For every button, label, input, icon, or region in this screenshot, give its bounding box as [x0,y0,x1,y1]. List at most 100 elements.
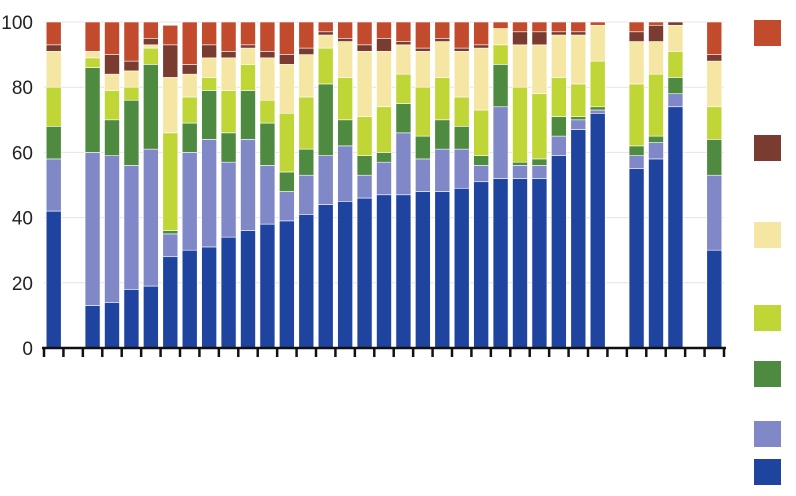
bar-segment [492,106,509,179]
bar-segment [415,135,431,160]
bar-segment [628,155,645,170]
y-tick-label: 100 [1,13,33,34]
bar-segment [453,51,470,98]
bar-segment [453,187,470,349]
bar-segment [104,54,120,75]
bar-segment [589,106,606,111]
bar-segment [706,54,723,62]
bar-segment [512,86,528,163]
bar-segment [259,57,276,101]
bar-segment [512,165,528,179]
bar-segment [531,21,548,33]
bar-segment [181,64,198,75]
bar-segment [220,236,237,349]
legend-swatch [754,222,781,248]
bar-segment [259,122,276,166]
bar-segment [45,51,62,88]
bar-segment [298,148,315,176]
y-tick-label: 0 [22,339,33,360]
stacked-bar [473,21,489,349]
stacked-bar [104,21,120,349]
bar-segment [143,148,159,287]
bar-segment [453,148,470,189]
bar-segment [317,31,334,36]
bar-segment [356,155,373,176]
bar-segment [415,86,431,137]
bar-segment [123,60,140,72]
bar-segment [531,158,548,166]
stacked-bar [589,21,606,349]
bar-segment [201,44,217,59]
bar-segment [415,21,431,49]
stacked-bar [220,21,237,349]
y-tick-label: 80 [12,78,33,99]
bar-segment [298,47,315,55]
bar-segment [45,126,62,160]
bar-segment [143,285,159,349]
bar-segment [220,90,237,134]
bar-segment [395,44,412,75]
y-tick-label: 40 [12,209,33,230]
stacked-bar [317,21,334,349]
bar-segment [123,21,140,62]
bar-segment [337,21,353,39]
bar-segment [317,204,334,349]
stacked-bar [240,21,256,349]
bar-segment [356,21,373,46]
bar-segment [356,116,373,156]
bar-segment [201,57,217,78]
bar-segment [648,21,664,26]
bar-segment [240,90,256,140]
y-axis-tick-labels: 0 20 40 60 80 100 [1,13,33,360]
bar-segment [201,139,217,248]
bar-segment [395,21,412,42]
legend-swatch [754,135,781,161]
bar-segment [298,54,315,98]
bar-segment [648,158,664,349]
bar-segment [337,201,353,349]
bar-segment [376,106,392,153]
bar-segment [45,44,62,52]
bar-segment [317,47,334,85]
bar-segment [259,99,276,124]
bar-segment [220,21,237,52]
bar-segment [706,21,723,55]
bar-segment [648,135,664,143]
bar-segment [667,106,684,349]
bar-segment [415,51,431,88]
bar-segment [473,109,489,156]
stacked-bar [492,21,509,349]
bar-segment [356,174,373,199]
stacked-bar [259,21,276,349]
stacked-bar [337,21,353,349]
bar-segment [123,289,140,349]
bar-segment [628,168,645,349]
stacked-bar [570,21,587,349]
bar-segment [395,41,412,46]
bar-segment [279,21,295,55]
bar-segment [628,83,645,147]
bar-segment [473,47,489,111]
bar-segment [531,93,548,160]
bar-segment [181,249,198,349]
bar-segment [551,31,567,36]
bar-segment [220,132,237,163]
bar-segment [473,44,489,49]
stacked-bar [628,21,645,349]
bar-segment [143,44,159,49]
bar-segment [123,70,140,88]
bar-segment [628,21,645,33]
bar-segment [434,119,451,150]
bar-segment [240,139,256,231]
bar-segment [279,171,295,192]
bar-segment [220,51,237,59]
bar-segment [648,41,664,75]
bar-segment [706,249,723,349]
bar-segment [453,21,470,49]
bar-segment [415,158,431,192]
bar-segment [434,148,451,192]
stacked-bar [551,21,567,349]
bar-segment [162,132,179,231]
bar-segment [201,246,217,349]
